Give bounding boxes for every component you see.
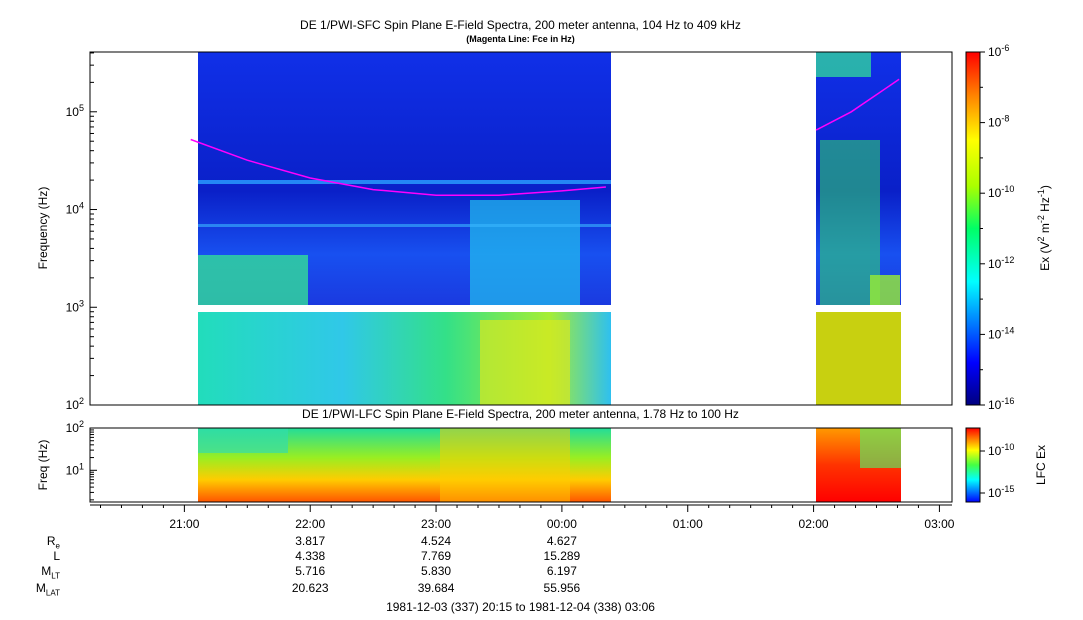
sfc-y-ticks: 102 103 104 105 — [66, 52, 97, 412]
x-tick-label: 23:00 — [421, 517, 451, 531]
ephemeris-value: 5.716 — [295, 564, 326, 578]
sfc-emission-5 — [870, 275, 900, 305]
lfc-colorbar-label: LFC Ex — [1034, 445, 1048, 485]
ephemeris-value: 55.956 — [543, 581, 581, 595]
colorbar-tick-label: 10-12 — [988, 255, 1014, 271]
ephemeris-value: 5.830 — [421, 564, 452, 578]
sfc-chart-subtitle: (Magenta Line: Fce in Hz) — [466, 34, 575, 44]
x-tick-label: 03:00 — [924, 517, 954, 531]
sfc-y-axis-label: Frequency (Hz) — [36, 187, 50, 270]
lfc-colorbar-tick-label: 10-15 — [988, 484, 1014, 500]
x-tick-label: 21:00 — [169, 517, 199, 531]
colorbar-tick-label: 10-10 — [988, 184, 1014, 200]
sfc-band-1 — [198, 180, 611, 184]
sfc-emission-1 — [198, 255, 308, 305]
sfc-emission-3 — [480, 320, 570, 405]
sfc-colorbar-label: Ex (V2 m-2 Hz-1) — [1036, 185, 1052, 271]
sfc-block-2-low — [816, 312, 901, 405]
sfc-y-tick-label: 105 — [66, 103, 84, 119]
colorbar-tick-label: 10-6 — [988, 43, 1009, 59]
ephemeris-label: L — [53, 549, 60, 563]
ephemeris-value: 39.684 — [417, 581, 455, 595]
ephemeris-value: 6.197 — [546, 564, 577, 578]
sfc-chart-title: DE 1/PWI-SFC Spin Plane E-Field Spectra,… — [300, 18, 741, 32]
x-tick-label: 00:00 — [547, 517, 577, 531]
ephemeris-value: 3.817 — [295, 534, 326, 548]
ephemeris-value: 4.338 — [295, 549, 326, 563]
ephemeris-value: 7.769 — [421, 549, 452, 563]
lfc-colorbar — [965, 427, 981, 503]
lfc-emission-1 — [440, 428, 570, 502]
ephemeris-value: 20.623 — [291, 581, 329, 595]
ephemeris-value: 15.289 — [543, 549, 581, 563]
lfc-colorbar-tick-label: 10-10 — [988, 442, 1014, 458]
sfc-y-tick-label: 102 — [66, 396, 84, 412]
fce-line-segment-2 — [815, 78, 900, 131]
lfc-y-tick-label: 101 — [66, 461, 84, 477]
sfc-y-tick-label: 103 — [66, 298, 84, 314]
colorbar-tick-label: 10-14 — [988, 325, 1014, 341]
lfc-plot-frame — [89, 427, 953, 503]
x-tick-label: 02:00 — [799, 517, 829, 531]
fce-line-segment-1 — [190, 138, 606, 196]
ephemeris-value: 4.524 — [421, 534, 452, 548]
sfc-plot-frame — [89, 51, 953, 406]
x-tick-label: 22:00 — [295, 517, 325, 531]
colorbar-tick-label: 10-16 — [988, 396, 1014, 412]
ephemeris-label: MLT — [41, 564, 60, 581]
x-axis-ticks: 21:00 22:00 23:00 00:00 01:00 02:00 03:00 — [99, 505, 955, 531]
colorbar-tick-label: 10-8 — [988, 114, 1009, 130]
ephemeris-label: Re — [46, 534, 60, 551]
x-tick-label: 01:00 — [673, 517, 703, 531]
sfc-spectrogram-data — [198, 52, 901, 405]
sfc-band-2 — [198, 224, 611, 227]
lfc-y-axis-label: Freq (Hz) — [36, 440, 50, 491]
lfc-y-tick-label: 102 — [66, 419, 84, 435]
lfc-emission-2 — [198, 428, 288, 453]
lfc-chart-title: DE 1/PWI-LFC Spin Plane E-Field Spectra,… — [302, 407, 739, 421]
lfc-spectrogram-data — [198, 428, 901, 502]
sfc-emission-2 — [470, 200, 580, 305]
sfc-emission-6 — [816, 52, 871, 77]
sfc-y-tick-label: 104 — [66, 201, 84, 217]
sfc-colorbar — [965, 51, 981, 406]
time-range-footer: 1981-12-03 (337) 20:15 to 1981-12-04 (33… — [386, 600, 655, 614]
ephemeris-label: MLAT — [35, 581, 60, 598]
sfc-colorbar-ticks: 10-6 10-8 10-10 10-12 10-14 10-16 — [980, 43, 1014, 412]
lfc-colorbar-ticks: 10-10 10-15 — [980, 442, 1014, 500]
lfc-emission-3 — [860, 428, 901, 468]
ephemeris-value: 4.627 — [546, 534, 577, 548]
lfc-y-ticks: 101 102 — [66, 419, 97, 501]
